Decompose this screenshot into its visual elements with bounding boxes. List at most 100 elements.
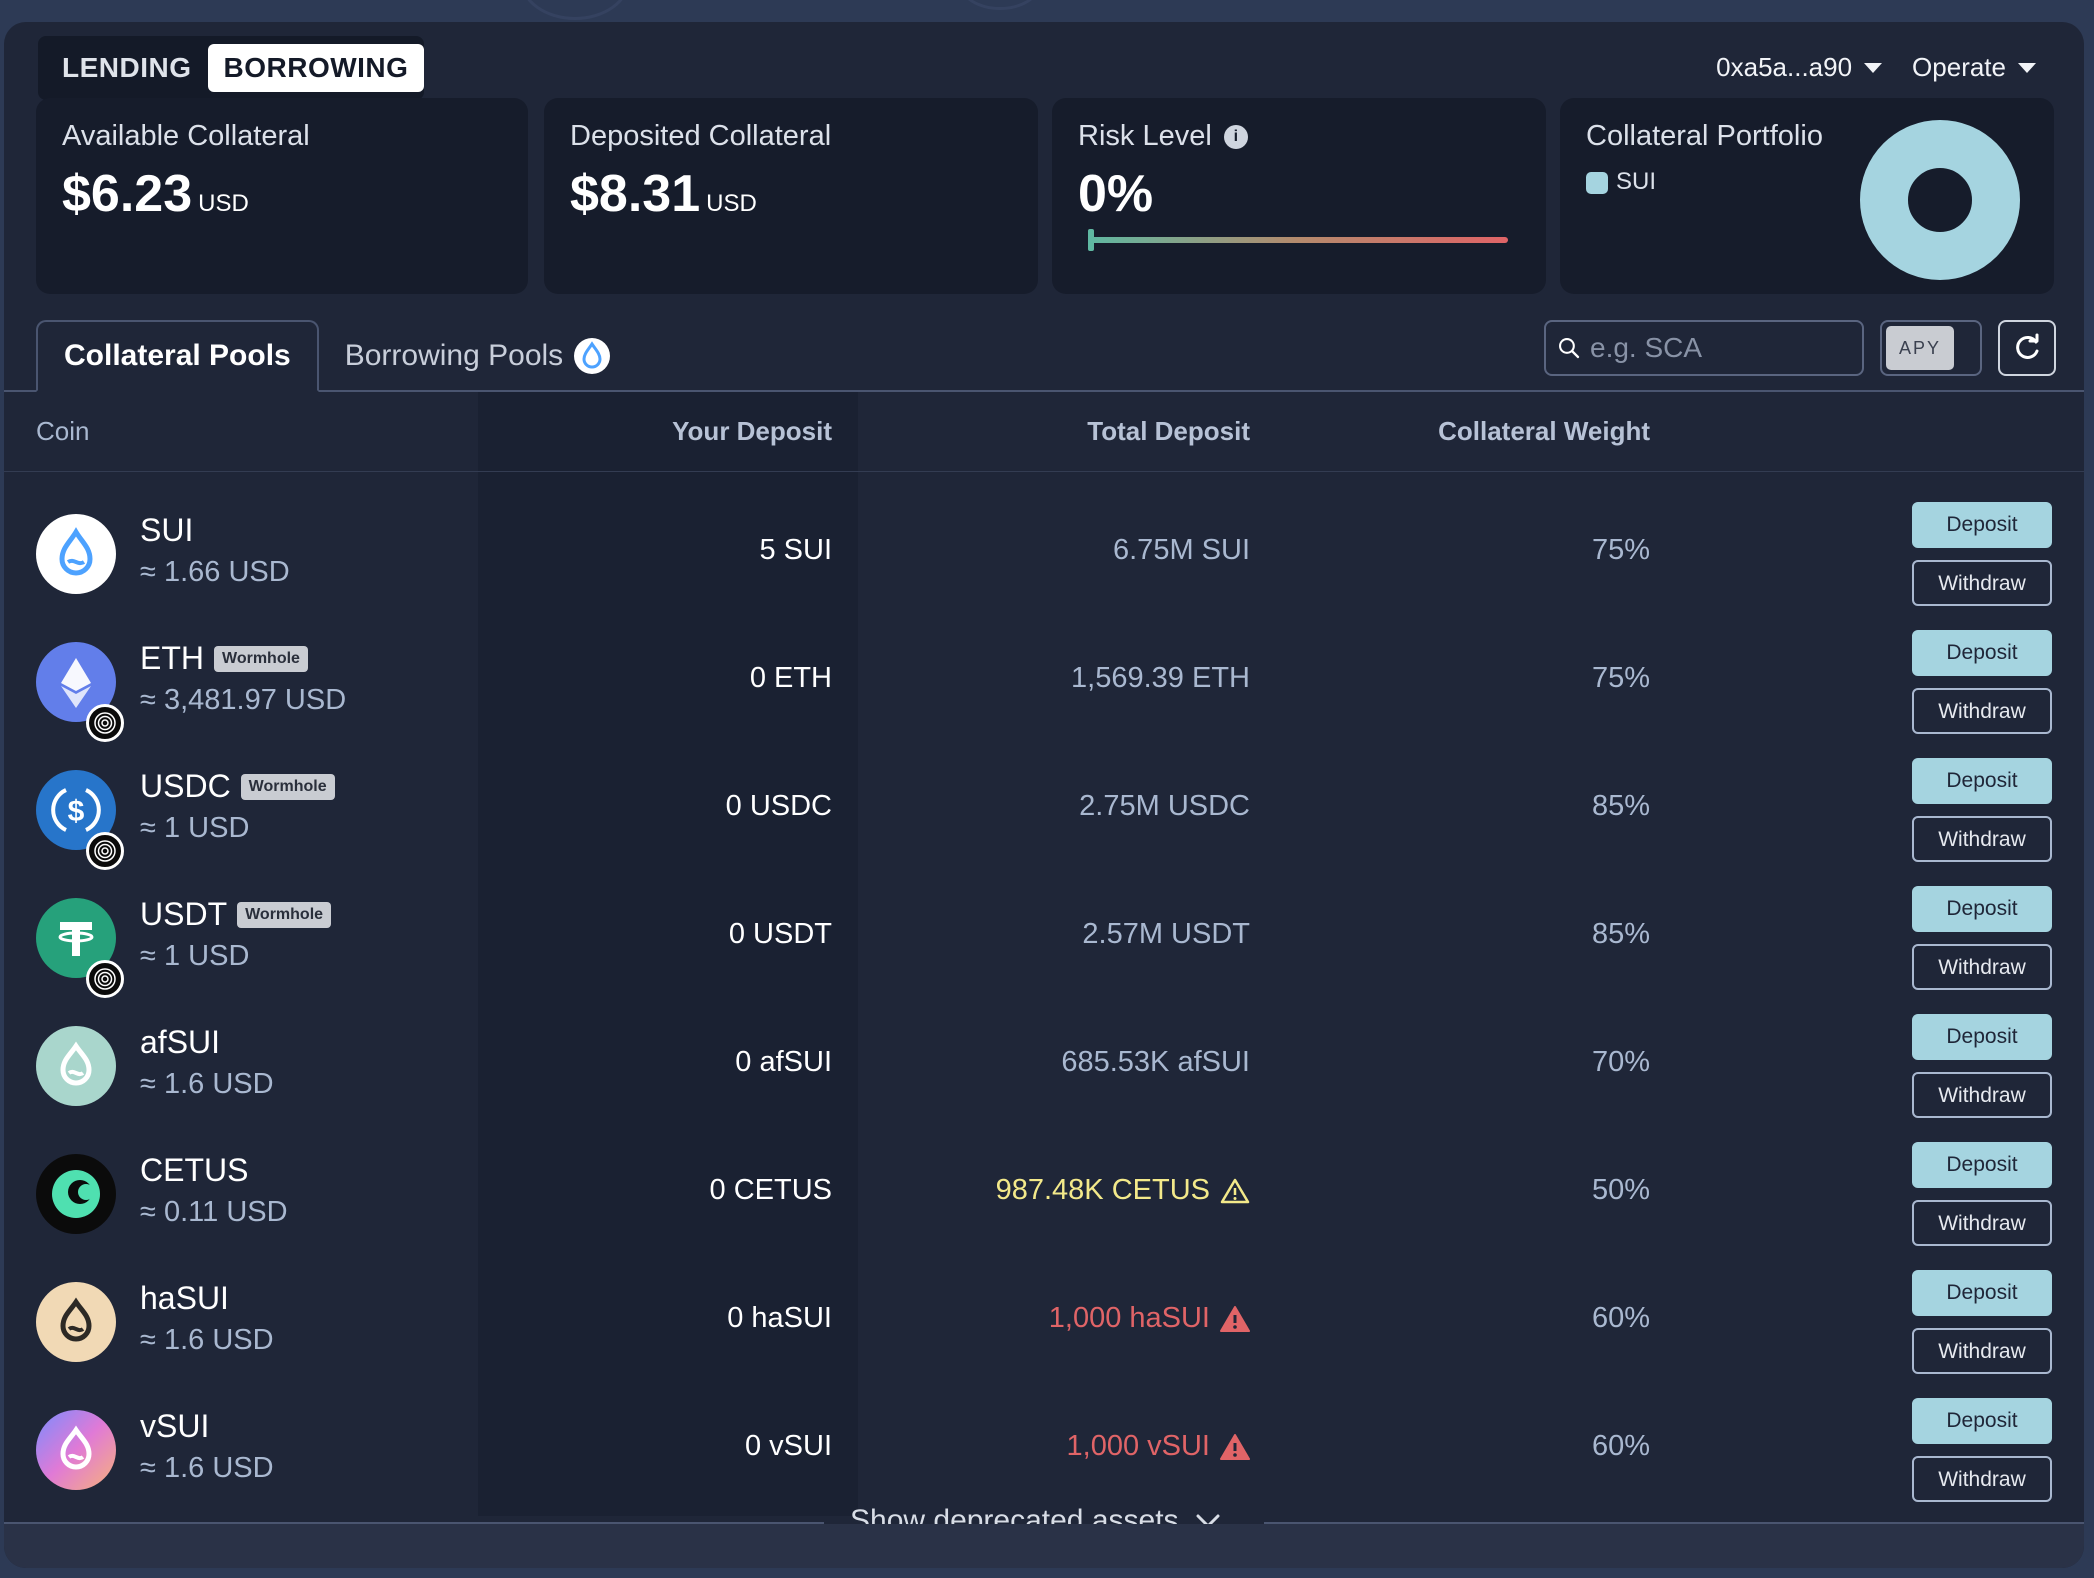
withdraw-button[interactable]: Withdraw [1912,1456,2052,1502]
withdraw-button[interactable]: Withdraw [1912,1328,2052,1374]
withdraw-button[interactable]: Withdraw [1912,1200,2052,1246]
alert-icon[interactable] [1220,1433,1250,1461]
your-deposit: 0 haSUI [727,1302,832,1334]
refresh-icon [2016,333,2039,359]
warning-icon[interactable] [1220,1177,1250,1205]
svg-text:$: $ [68,795,85,828]
withdraw-button[interactable]: Withdraw [1912,816,2052,862]
divider [1264,1522,2084,1524]
chevron-down-icon [1864,62,1883,73]
total-deposit: 2.57M USDT [1082,918,1250,950]
lending-panel: LENDING BORROWING 0xa5a...a90 Operate Av… [4,22,2084,1568]
your-deposit: 0 USDT [728,918,832,950]
wallet-dropdown[interactable]: 0xa5a...a90 [1716,52,1883,83]
operate-label: Operate [1912,52,2006,82]
withdraw-button[interactable]: Withdraw [1912,688,2052,734]
divider [4,1522,824,1524]
collateral-portfolio-card: Collateral Portfolio SUI [1560,98,2054,294]
deposited-collateral-label: Deposited Collateral [570,120,832,152]
coin-price: ≈ 1.6 USD [140,1068,274,1100]
deposit-button[interactable]: Deposit [1912,1270,2052,1316]
wormhole-icon [86,704,124,742]
deposited-collateral-card: Deposited Collateral $8.31 USD [544,98,1038,294]
withdraw-button[interactable]: Withdraw [1912,560,2052,606]
your-deposit-column-bg [478,392,858,1516]
deposit-button[interactable]: Deposit [1912,886,2052,932]
risk-level-value: 0% [1078,165,1154,223]
coin-name: USDT Wormhole [140,896,332,933]
search-field[interactable] [1544,320,1864,376]
coin-name: SUI [140,512,194,548]
coin-name: USDC Wormhole [140,768,335,805]
tab-borrowing-pools[interactable]: Borrowing Pools [319,320,637,392]
donut-slice-sui [1860,120,2020,280]
search-icon [1559,338,1580,359]
cetus-coin-icon [36,1154,116,1234]
your-deposit: 0 ETH [749,662,832,694]
refresh-button[interactable] [1998,320,2056,376]
collateral-pool-list: SUI ≈ 1.66 USD 5 SUI 6.75M SUI 75% Depos… [4,490,2084,1514]
deposit-button[interactable]: Deposit [1912,1398,2052,1444]
collateral-weight: 70% [1591,1046,1650,1078]
tab-collateral-pools[interactable]: Collateral Pools [36,320,319,392]
deposit-button[interactable]: Deposit [1912,1142,2052,1188]
withdraw-button[interactable]: Withdraw [1912,1072,2052,1118]
apy-toggle[interactable]: APY [1880,320,1982,376]
collateral-weight: 85% [1591,918,1650,950]
collateral-weight: 60% [1591,1302,1650,1334]
wormhole-icon [86,960,124,998]
collateral-weight: 75% [1591,534,1650,566]
tab-lending[interactable]: LENDING [62,52,192,83]
table-row: CETUS ≈ 0.11 USD 0 CETUS 987.48K CETUS 5… [4,1130,2084,1258]
collateral-weight: 85% [1591,790,1650,822]
coin-price: ≈ 1.6 USD [140,1324,274,1356]
coin-name: ETH Wormhole [140,640,308,677]
coin-name: haSUI [140,1280,229,1316]
sui-coin-icon [36,514,116,594]
alert-icon[interactable] [1220,1305,1250,1333]
table-row: $ USDC Wormhole ≈ 1 USD 0 USDC 2.75M USDC… [4,746,2084,874]
table-row: USDT Wormhole ≈ 1 USD 0 USDT 2.57M USDT 8… [4,874,2084,1002]
header-coin: Coin [36,416,90,446]
deposit-button[interactable]: Deposit [1912,502,2052,548]
total-deposit: 987.48K CETUS [996,1174,1250,1207]
coin-name: CETUS [140,1152,249,1188]
deposit-button[interactable]: Deposit [1912,630,2052,676]
table-row: ETH Wormhole ≈ 3,481.97 USD 0 ETH 1,569.3… [4,618,2084,746]
your-deposit: 0 afSUI [735,1046,832,1078]
unit-label: USD [198,190,249,217]
total-deposit: 2.75M USDC [1079,790,1250,822]
sui-icon [574,338,611,374]
total-deposit: 685.53K afSUI [1061,1046,1250,1078]
collateral-portfolio-label: Collateral Portfolio [1586,120,1823,152]
apy-toggle-label: APY [1886,326,1954,370]
table-row: vSUI ≈ 1.6 USD 0 vSUI 1,000 vSUI 60% Dep… [4,1386,2084,1514]
portfolio-legend: SUI [1586,168,1656,196]
deposit-button[interactable]: Deposit [1912,1014,2052,1060]
header-your-deposit: Your Deposit [672,416,832,446]
tab-divider [4,390,2084,392]
tab-borrowing[interactable]: BORROWING [207,44,425,92]
search-input[interactable] [1590,332,1850,364]
header-total-deposit: Total Deposit [1087,416,1250,446]
wormhole-badge: Wormhole [237,901,332,928]
your-deposit: 0 vSUI [744,1430,832,1462]
risk-level-label: Risk Level i [1078,120,1248,153]
withdraw-button[interactable]: Withdraw [1912,944,2052,990]
info-icon[interactable]: i [1223,125,1248,150]
collateral-weight: 60% [1591,1430,1650,1462]
legend-swatch [1586,171,1608,194]
coin-price: ≈ 1 USD [140,812,250,844]
available-collateral-value: $6.23 USD [62,165,249,223]
coin-price: ≈ 1 USD [140,940,250,972]
your-deposit: 5 SUI [759,534,832,566]
operate-dropdown[interactable]: Operate [1912,52,2036,83]
portfolio-donut-chart [1860,120,2020,280]
unit-label: USD [706,190,757,217]
coin-name: vSUI [140,1408,210,1444]
deposit-button[interactable]: Deposit [1912,758,2052,804]
collateral-weight: 75% [1591,662,1650,694]
risk-level-card: Risk Level i 0% [1052,98,1546,294]
risk-meter [1088,229,1508,251]
wormhole-badge: Wormhole [240,773,335,800]
